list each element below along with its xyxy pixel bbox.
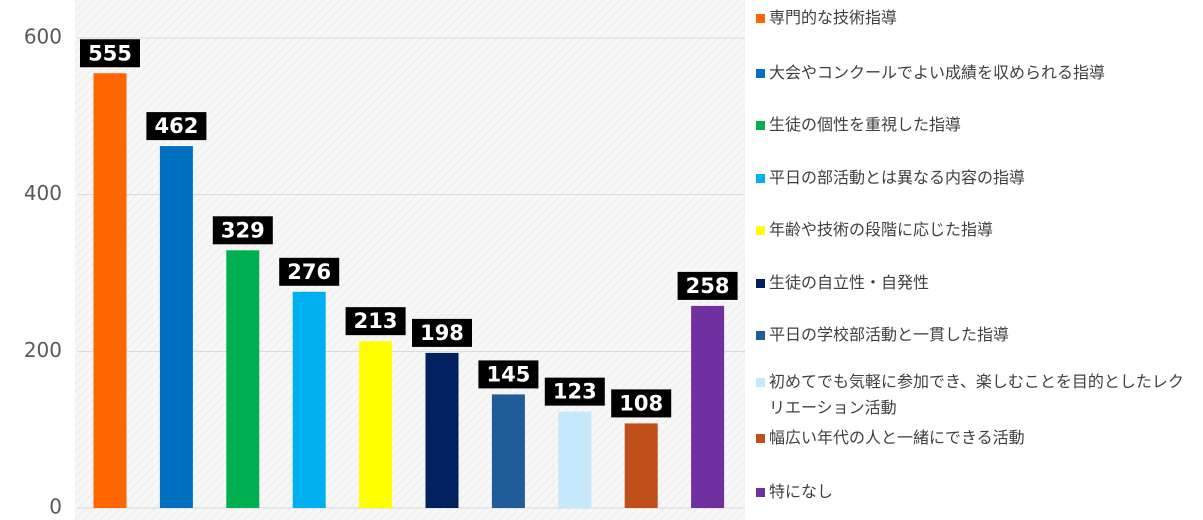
bar bbox=[558, 411, 592, 508]
legend-swatch bbox=[756, 69, 765, 78]
y-tick-label: 0 bbox=[49, 495, 62, 519]
legend-label: 初めてでも気軽に参加でき、楽しむことを目的としたレクリエーション活動 bbox=[769, 372, 1184, 417]
y-tick-label: 600 bbox=[24, 25, 62, 49]
bar bbox=[93, 73, 127, 508]
data-label: 258 bbox=[686, 274, 730, 298]
bar bbox=[425, 352, 459, 508]
data-label-box bbox=[80, 39, 140, 68]
legend-swatch bbox=[756, 226, 765, 235]
legend-swatch bbox=[756, 434, 765, 443]
data-label-box bbox=[345, 307, 406, 336]
legend-item: 幅広い年代の人と一緒にできる活動 bbox=[756, 425, 1196, 451]
data-label: 145 bbox=[486, 362, 530, 386]
legend-label: 平日の部活動とは異なる内容の指導 bbox=[769, 168, 1026, 187]
bar bbox=[624, 423, 658, 508]
data-label: 108 bbox=[619, 391, 663, 415]
legend-label: 年齢や技術の段階に応じた指導 bbox=[769, 220, 994, 239]
legend-item: 生徒の自立性・自発性 bbox=[756, 270, 1196, 296]
legend-item: 専門的な技術指導 bbox=[756, 5, 1196, 31]
legend-item: 平日の学校部活動と一貫した指導 bbox=[756, 322, 1196, 348]
legend-label: 特になし bbox=[769, 482, 834, 501]
legend-swatch bbox=[756, 378, 765, 387]
chart: 0 200 400 600 555 462 329 276 213 198 145 123 108 258 bbox=[24, 0, 745, 520]
data-label-box bbox=[146, 112, 207, 141]
data-label: 462 bbox=[154, 114, 198, 138]
y-tick-label: 400 bbox=[24, 181, 62, 205]
bar bbox=[691, 305, 725, 508]
data-label: 213 bbox=[354, 309, 398, 333]
legend-label: 生徒の個性を重視した指導 bbox=[769, 115, 962, 134]
y-tick-label: 200 bbox=[24, 338, 62, 362]
legend-label: 平日の学校部活動と一貫した指導 bbox=[769, 325, 1010, 344]
legend-label: 大会やコンクールでよい成績を収められる指導 bbox=[769, 63, 1106, 82]
data-label-box bbox=[611, 389, 672, 418]
legend-item: 平日の部活動とは異なる内容の指導 bbox=[756, 165, 1196, 191]
data-label: 276 bbox=[287, 260, 331, 284]
legend-item: 初めてでも気軽に参加でき、楽しむことを目的としたレクリエーション活動 bbox=[756, 369, 1196, 421]
legend-swatch bbox=[756, 488, 765, 497]
legend-swatch bbox=[756, 174, 765, 183]
bar bbox=[292, 291, 326, 508]
legend-swatch bbox=[756, 121, 765, 130]
data-label-box bbox=[212, 216, 273, 245]
data-label-box bbox=[544, 377, 605, 406]
data-label-box bbox=[412, 318, 472, 347]
bar bbox=[359, 341, 393, 508]
data-label-box bbox=[677, 271, 738, 300]
legend-item: 生徒の個性を重視した指導 bbox=[756, 112, 1196, 138]
legend-swatch bbox=[756, 14, 765, 23]
legend-swatch bbox=[756, 279, 765, 288]
data-label: 329 bbox=[221, 218, 265, 242]
legend-label: 幅広い年代の人と一緒にできる活動 bbox=[769, 428, 1025, 447]
data-label-box bbox=[279, 257, 340, 286]
data-label: 123 bbox=[553, 380, 597, 404]
bar bbox=[491, 394, 525, 508]
legend-label: 専門的な技術指導 bbox=[769, 8, 898, 27]
legend-item: 特になし bbox=[756, 479, 1196, 505]
bar bbox=[226, 250, 260, 509]
legend-label: 生徒の自立性・自発性 bbox=[769, 273, 930, 292]
legend-swatch bbox=[756, 331, 765, 340]
legend-item: 年齢や技術の段階に応じた指導 bbox=[756, 217, 1196, 243]
legend-item: 大会やコンクールでよい成績を収められる指導 bbox=[756, 60, 1196, 86]
data-label: 555 bbox=[88, 41, 132, 65]
data-label: 198 bbox=[420, 321, 464, 345]
data-label-box bbox=[478, 360, 539, 389]
bar bbox=[159, 146, 193, 508]
